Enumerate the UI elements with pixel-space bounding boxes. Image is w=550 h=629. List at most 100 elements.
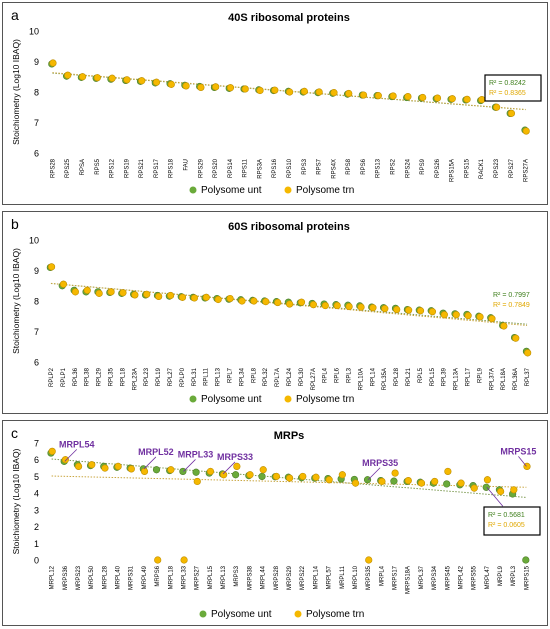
x-tick-label: RPL15 xyxy=(430,367,436,386)
data-point xyxy=(365,556,373,564)
x-tick-label: RPS10 xyxy=(287,158,293,178)
x-tick-label: RPL31 xyxy=(192,367,198,386)
panel-letter: c xyxy=(11,425,18,441)
x-tick-label: MRPS27 xyxy=(195,565,201,590)
annotation-label: MRPS33 xyxy=(217,452,253,462)
legend-label-unt: Polysome unt xyxy=(201,185,262,196)
x-tick-label: RPS29 xyxy=(198,158,204,178)
x-tick-label: RPL36A xyxy=(513,368,519,390)
data-point xyxy=(286,300,294,308)
x-tick-label: MRPL14 xyxy=(313,565,319,589)
data-point xyxy=(345,302,353,311)
x-tick-label: MRPS22 xyxy=(300,565,306,590)
r2-box xyxy=(484,74,542,102)
annotation-leader xyxy=(143,456,157,470)
data-point xyxy=(155,292,163,301)
annotation-label: MRPL33 xyxy=(178,449,214,459)
data-point xyxy=(444,467,452,476)
y-tick-label: 9 xyxy=(34,57,39,67)
y-tick-label: 7 xyxy=(34,327,39,337)
x-tick-label: RPS25 xyxy=(65,158,71,178)
x-tick-label: MRPL3 xyxy=(511,565,517,586)
data-point xyxy=(286,88,294,96)
chart-title: 40S ribosomal proteins xyxy=(228,12,350,24)
data-point xyxy=(214,295,222,304)
legend-label-unt: Polysome unt xyxy=(211,609,272,620)
data-point xyxy=(419,93,427,102)
data-point xyxy=(333,301,341,310)
x-tick-label: MRPS17 xyxy=(393,565,399,590)
data-point xyxy=(369,304,377,312)
data-point xyxy=(464,312,472,320)
data-point xyxy=(138,77,146,85)
x-tick-label: RPL13 xyxy=(216,367,222,386)
x-tick-label: RPL24 xyxy=(287,367,293,386)
data-point xyxy=(478,96,486,104)
legend-label-trn: Polysome trn xyxy=(306,609,364,620)
y-axis-label: Stoichiometry (Log10 IBAQ) xyxy=(11,39,21,145)
panel-b: b 60S ribosomal proteins Stoichiometry (Lo… xyxy=(2,211,548,414)
x-tick-label: RPL11 xyxy=(204,367,210,386)
data-point xyxy=(359,91,368,99)
data-point xyxy=(416,307,425,315)
x-tick-label: RPS20 xyxy=(213,158,219,178)
x-tick-label: MRPL37 xyxy=(419,565,425,589)
x-tick-label: RPL39 xyxy=(442,367,448,386)
x-tick-label: RPS26 xyxy=(435,158,441,178)
x-tick-label: MRPL47 xyxy=(485,565,491,589)
x-tick-label: MRPL44 xyxy=(261,565,267,589)
x-tick-label: MRPS28 xyxy=(274,565,280,590)
data-point xyxy=(49,59,57,67)
data-point xyxy=(241,85,249,93)
x-tick-label: MRPL40 xyxy=(116,565,122,589)
x-tick-label: MRPS38 xyxy=(247,565,253,590)
panel-a: a 40S ribosomal proteins Stoichiometry (Lo… xyxy=(2,2,548,205)
x-tick-label: RPL8 xyxy=(251,367,257,383)
y-tick-label: 6 xyxy=(34,455,39,465)
x-tick-label: RPL35A xyxy=(382,368,388,390)
r2-box xyxy=(483,506,541,536)
x-tick-label: RPL3 xyxy=(347,367,353,383)
data-point xyxy=(123,76,131,84)
annotation-label: MRPS35 xyxy=(362,458,398,468)
data-point xyxy=(448,95,456,103)
data-point xyxy=(483,476,492,484)
x-tick-label: RPL37A xyxy=(489,368,495,390)
y-tick-label: 4 xyxy=(34,489,39,499)
x-tick-label: MRPS18A xyxy=(406,566,412,594)
chart-mrps: c MRPs Stoichiometry (Log10 IBAQ) 0 1 2 3 4 5 6 7 M… xyxy=(11,425,541,620)
data-point xyxy=(476,313,484,321)
x-tick-label: RPS5 xyxy=(95,158,101,174)
y-tick-label: 6 xyxy=(34,358,39,368)
x-tick-label: RPL32 xyxy=(263,367,269,386)
data-point xyxy=(197,83,205,92)
x-tick-label: RPL37 xyxy=(525,367,531,386)
x-tick-label: RPLP0 xyxy=(180,367,186,387)
data-point xyxy=(131,291,139,299)
data-point xyxy=(272,472,281,481)
x-tick-label: MRPL33 xyxy=(181,565,187,589)
data-point xyxy=(405,306,413,314)
x-tick-label: MRPS23 xyxy=(76,565,82,590)
y-tick-label: 0 xyxy=(34,556,39,566)
data-point xyxy=(166,291,175,300)
x-tick-label: MRPS29 xyxy=(287,565,293,590)
data-point xyxy=(47,263,56,271)
y-tick-label: 3 xyxy=(34,505,39,515)
x-tick-label: MRPL12 xyxy=(50,565,56,589)
data-point xyxy=(59,280,68,288)
data-point xyxy=(452,311,460,319)
data-point xyxy=(363,476,372,484)
data-point xyxy=(512,334,520,342)
legend-marker-trn xyxy=(284,395,292,403)
data-point xyxy=(390,477,398,485)
x-tick-label: MRPS34 xyxy=(432,565,438,590)
data-point xyxy=(143,290,151,298)
data-point xyxy=(93,74,101,82)
r2-trn: R² = 0.0605 xyxy=(488,522,525,529)
data-point xyxy=(345,89,353,98)
data-point xyxy=(180,556,188,564)
y-tick-label: 10 xyxy=(29,27,39,37)
x-tick-label: RACK1 xyxy=(479,158,485,179)
y-tick-label: 8 xyxy=(34,88,39,98)
